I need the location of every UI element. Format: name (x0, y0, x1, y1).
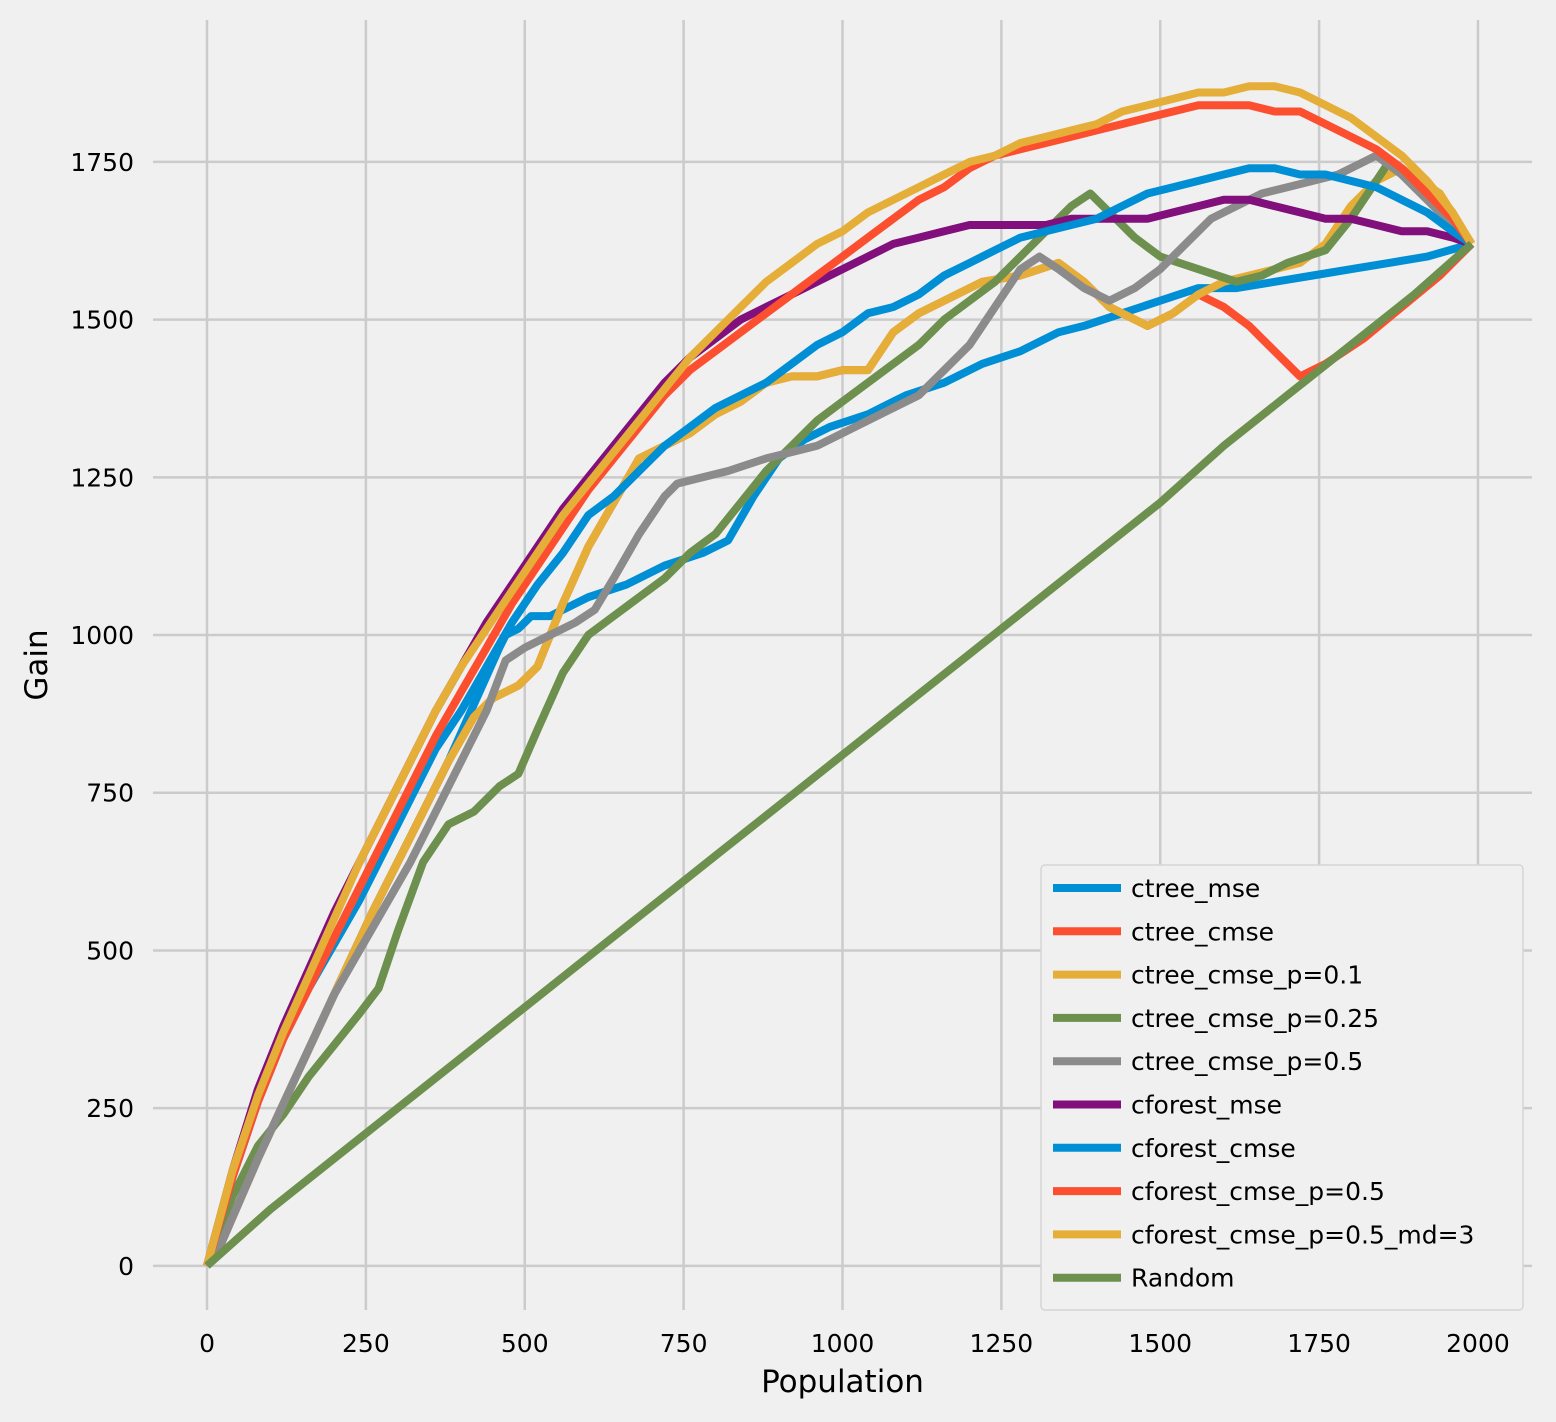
series-line-cforest_cmse_p=0.5 (203, 101, 1475, 1267)
legend-label: Random (1131, 1264, 1235, 1293)
y-tick-label: 0 (118, 1252, 134, 1281)
series-line-cforest_cmse_p=0.5_md=3 (203, 82, 1476, 1267)
x-tick-label: 1500 (1128, 1329, 1192, 1358)
x-tick-label: 2000 (1446, 1329, 1510, 1358)
legend-label: cforest_mse (1131, 1091, 1282, 1120)
legend-label: ctree_cmse_p=0.25 (1131, 1004, 1379, 1033)
y-tick-label: 750 (86, 779, 134, 808)
legend-label: cforest_cmse_p=0.5_md=3 (1131, 1220, 1474, 1249)
y-tick-label: 1250 (70, 463, 134, 492)
legend: ctree_mse ctree_cmse ctree_cmse_p=0.1ctree… (1040, 864, 1524, 1311)
series-line-ctree_cmse_p=0.25 (203, 157, 1475, 1268)
y-tick-label: 1000 (70, 621, 134, 650)
legend-label: cforest_cmse (1131, 1134, 1296, 1163)
y-tick-label: 500 (86, 936, 134, 965)
legend-label: ctree_cmse_p=0.5 (1131, 1047, 1363, 1076)
legend-label: ctree_cmse (1131, 917, 1274, 946)
x-tick-label: 750 (660, 1329, 708, 1358)
series-line-Random (204, 240, 1475, 1269)
y-tick-label: 1750 (70, 148, 134, 177)
y-tick-label: 250 (86, 1094, 134, 1123)
x-axis-label: Population (761, 1364, 924, 1400)
x-tick-label: 0 (199, 1329, 215, 1358)
legend-label: ctree_cmse_p=0.1 (1131, 961, 1363, 990)
y-tick-label: 1500 (70, 306, 134, 335)
x-tick-label: 500 (501, 1329, 549, 1358)
x-tick-label: 250 (342, 1329, 390, 1358)
plot-area (203, 82, 1476, 1269)
x-tick-label: 1250 (970, 1329, 1034, 1358)
y-axis-label: Gain (19, 629, 55, 700)
legend-label: cforest_cmse_p=0.5 (1131, 1177, 1385, 1206)
x-tick-label: 1750 (1287, 1329, 1351, 1358)
legend-frame (1040, 864, 1524, 1311)
x-tick-label: 1000 (811, 1329, 875, 1358)
series-line-cforest_cmse (203, 164, 1474, 1267)
tick-labels: 0 250 500 750 1000 1250 1500 1750 2000 0 250 500 750… (70, 148, 1509, 1358)
legend-label: ctree_mse (1131, 874, 1260, 903)
